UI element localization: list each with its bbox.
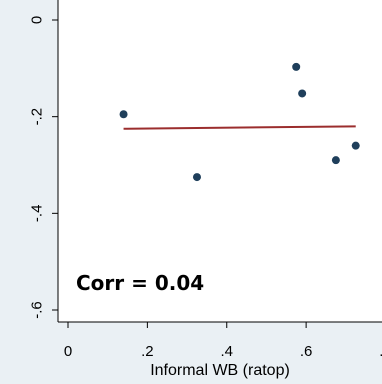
y-axis-ticks: 0 -.2 -.4 -.6 bbox=[29, 16, 58, 319]
series-layer bbox=[119, 62, 360, 182]
y-tick-label: -.2 bbox=[29, 108, 46, 126]
data-point bbox=[298, 89, 307, 98]
x-axis-ticks: 0 .2 .4 .6 .8 bbox=[64, 322, 382, 360]
correlation-annotation: Corr = 0.04 bbox=[76, 271, 204, 295]
data-point bbox=[119, 110, 128, 119]
x-tick-label: .6 bbox=[300, 343, 313, 360]
data-point bbox=[292, 62, 301, 71]
fit-line bbox=[123, 125, 356, 130]
data-point bbox=[192, 173, 201, 182]
plot-area bbox=[58, 0, 382, 322]
x-tick-label: 0 bbox=[64, 343, 72, 360]
y-tick-label: -.4 bbox=[29, 205, 46, 223]
y-tick-label: -.6 bbox=[29, 301, 46, 319]
x-tick-label: .8 bbox=[379, 343, 382, 360]
x-axis-title: Informal WB (ratop) bbox=[150, 362, 290, 379]
data-point bbox=[351, 141, 360, 150]
data-point bbox=[331, 156, 340, 165]
y-tick-label: 0 bbox=[29, 16, 46, 24]
x-tick-label: .4 bbox=[220, 343, 233, 360]
x-tick-label: .2 bbox=[141, 343, 154, 360]
